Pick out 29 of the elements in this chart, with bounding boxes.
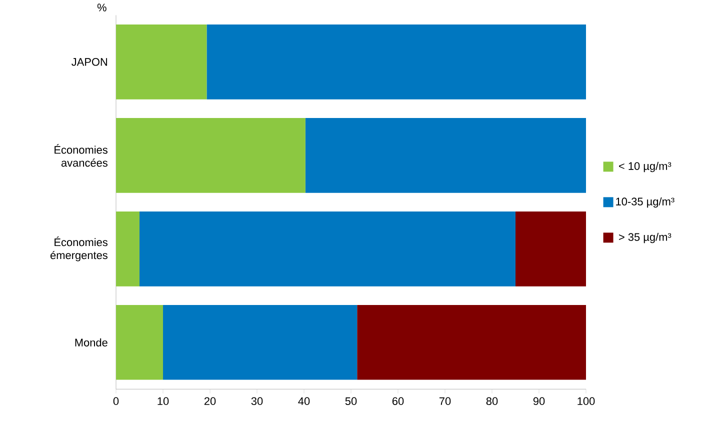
bar	[116, 118, 306, 193]
x-tick-label: 90	[533, 397, 545, 405]
legend-label: < 10 µg/m³	[619, 162, 672, 172]
x-tick-label: 10	[158, 397, 169, 405]
bar	[206, 24, 586, 100]
x-tick-label: 50	[345, 397, 357, 405]
y-tick-label: Monde	[75, 338, 108, 346]
y-tick-label: Économies avancées	[54, 144, 108, 167]
x-tick-label: 40	[298, 397, 310, 405]
x-tick-label: 70	[439, 397, 451, 405]
bar	[357, 304, 586, 380]
y-tick-label: JAPON	[72, 58, 108, 66]
x-tick-label: 0	[113, 397, 119, 405]
x-tick-label: 30	[251, 397, 263, 405]
legend-label: > 35 µg/m³	[619, 232, 672, 243]
x-axis-title: %	[97, 4, 106, 12]
bar	[516, 211, 586, 286]
bar	[116, 304, 164, 380]
legend-label: 10-35 µg/m³	[616, 197, 674, 208]
bar	[305, 118, 586, 193]
bar	[116, 24, 207, 100]
bar	[163, 304, 358, 380]
x-tick-label: 100	[578, 397, 595, 405]
bar	[140, 211, 516, 286]
y-tick-label: Économies émergentes	[50, 236, 108, 262]
x-tick-label: 20	[204, 397, 216, 405]
x-tick-label: 80	[486, 397, 498, 405]
bar	[116, 211, 140, 286]
x-tick-label: 60	[392, 397, 404, 405]
